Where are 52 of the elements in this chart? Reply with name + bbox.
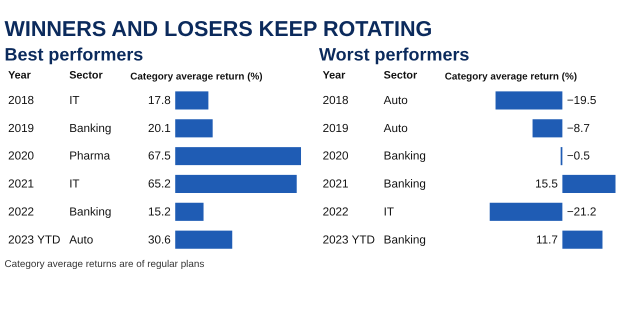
data-label: 65.2 <box>148 178 171 191</box>
text: Banking <box>69 205 112 218</box>
chart-title: Worst performers <box>318 44 470 64</box>
category-label: 2019 <box>8 122 34 135</box>
text: Banking <box>384 150 426 163</box>
category-label: 2023 YTD <box>8 233 60 246</box>
category-label: 2022 <box>322 205 349 218</box>
text: IT <box>69 94 80 108</box>
bar <box>175 91 208 110</box>
category-label: 2020 <box>322 150 349 163</box>
data-label: 20.1 <box>148 122 171 135</box>
category-label: 2021 <box>8 178 34 191</box>
text: IT <box>69 178 80 191</box>
bar <box>175 174 297 194</box>
data-label: 17.8 <box>148 94 171 108</box>
data-label: −8.7 <box>566 122 590 135</box>
y-axis-title: Year <box>8 69 32 82</box>
text: Sector <box>69 69 104 82</box>
text: Banking <box>384 233 426 246</box>
chart-subtitle: Best performers <box>4 44 144 64</box>
text: Sector <box>384 69 418 82</box>
category-label: 2022 <box>8 205 34 218</box>
y-axis-title: Year <box>322 69 346 82</box>
data-label: −0.5 <box>566 150 590 163</box>
data-label: 15.5 <box>535 178 558 191</box>
text: Auto <box>384 94 408 108</box>
x-axis-title: Category average return (%) <box>130 71 263 82</box>
bar <box>175 119 213 138</box>
text: IT <box>384 205 394 218</box>
data-label: 30.6 <box>148 233 171 246</box>
text: Auto <box>384 122 408 135</box>
bar <box>175 202 204 221</box>
data-label: 15.2 <box>148 205 171 218</box>
category-label: 2023 YTD <box>322 233 375 246</box>
text: Banking <box>384 178 426 191</box>
data-label: 67.5 <box>148 150 171 163</box>
category-label: 2019 <box>322 122 349 135</box>
category-label: 2020 <box>8 150 34 163</box>
category-label: 2018 <box>8 94 34 108</box>
text: Auto <box>69 233 94 246</box>
text: Banking <box>69 122 112 135</box>
bar <box>175 230 232 249</box>
category-label: 2021 <box>322 178 349 191</box>
chart-title: WINNERS AND LOSERS KEEP ROTATING <box>4 16 432 42</box>
text: Category average returns are of regular plans <box>4 259 204 270</box>
category-label: 2018 <box>322 94 349 108</box>
text: Pharma <box>69 150 111 163</box>
data-label: −21.2 <box>566 205 596 218</box>
x-axis-title: Category average return (%) <box>444 71 578 82</box>
data-label: −19.5 <box>566 94 596 108</box>
data-label: 11.7 <box>536 233 558 246</box>
bar <box>175 147 302 166</box>
